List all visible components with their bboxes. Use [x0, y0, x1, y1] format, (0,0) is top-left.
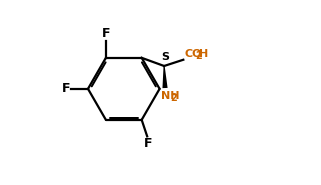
- Text: S: S: [161, 52, 169, 62]
- Text: H: H: [199, 49, 208, 59]
- Text: F: F: [62, 82, 71, 95]
- Text: 2: 2: [195, 51, 202, 61]
- Polygon shape: [162, 66, 168, 88]
- Text: 2: 2: [170, 93, 177, 103]
- Text: F: F: [144, 137, 152, 150]
- Text: NH: NH: [161, 91, 179, 101]
- Text: CO: CO: [184, 49, 202, 59]
- Text: F: F: [102, 27, 110, 40]
